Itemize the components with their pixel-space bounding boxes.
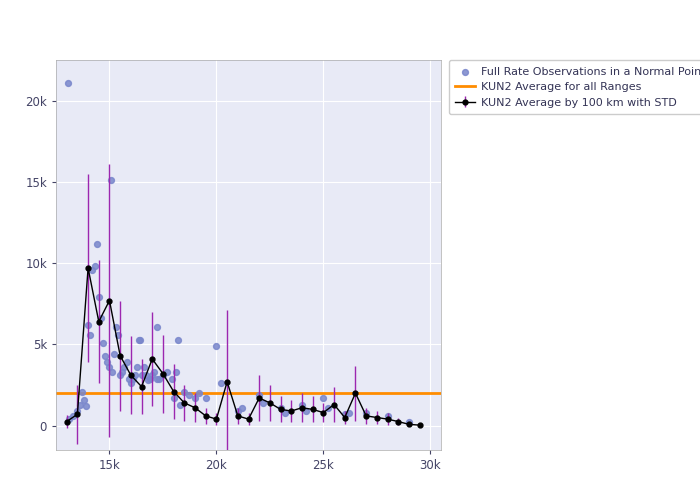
Full Rate Observations in a Normal Point bbox=[121, 358, 132, 366]
Full Rate Observations in a Normal Point bbox=[153, 374, 164, 382]
Full Rate Observations in a Normal Point bbox=[62, 78, 74, 87]
Full Rate Observations in a Normal Point bbox=[72, 407, 83, 415]
Full Rate Observations in a Normal Point bbox=[279, 408, 290, 416]
Full Rate Observations in a Normal Point bbox=[85, 330, 96, 338]
Full Rate Observations in a Normal Point bbox=[125, 380, 136, 388]
Full Rate Observations in a Normal Point bbox=[127, 374, 139, 382]
Full Rate Observations in a Normal Point bbox=[113, 330, 124, 338]
Full Rate Observations in a Normal Point bbox=[123, 374, 134, 382]
Full Rate Observations in a Normal Point bbox=[340, 410, 351, 418]
Full Rate Observations in a Normal Point bbox=[183, 391, 194, 399]
Full Rate Observations in a Normal Point bbox=[135, 336, 146, 344]
Full Rate Observations in a Normal Point bbox=[105, 176, 116, 184]
Full Rate Observations in a Normal Point bbox=[119, 363, 130, 371]
Full Rate Observations in a Normal Point bbox=[80, 402, 92, 410]
Full Rate Observations in a Normal Point bbox=[140, 371, 151, 379]
Full Rate Observations in a Normal Point bbox=[63, 415, 74, 423]
Full Rate Observations in a Normal Point bbox=[166, 374, 177, 382]
Full Rate Observations in a Normal Point bbox=[168, 394, 179, 402]
Full Rate Observations in a Normal Point bbox=[115, 371, 126, 379]
Full Rate Observations in a Normal Point bbox=[67, 412, 78, 420]
Legend: Full Rate Observations in a Normal Point, KUN2 Average for all Ranges, KUN2 Aver: Full Rate Observations in a Normal Point… bbox=[449, 60, 700, 114]
Full Rate Observations in a Normal Point bbox=[83, 321, 94, 329]
Full Rate Observations in a Normal Point bbox=[104, 363, 115, 371]
Full Rate Observations in a Normal Point bbox=[102, 358, 113, 366]
Full Rate Observations in a Normal Point bbox=[258, 399, 269, 407]
Full Rate Observations in a Normal Point bbox=[97, 339, 108, 347]
Full Rate Observations in a Normal Point bbox=[144, 374, 155, 382]
Full Rate Observations in a Normal Point bbox=[344, 408, 355, 416]
Full Rate Observations in a Normal Point bbox=[108, 350, 119, 358]
Full Rate Observations in a Normal Point bbox=[87, 266, 98, 274]
Full Rate Observations in a Normal Point bbox=[158, 371, 169, 379]
Full Rate Observations in a Normal Point bbox=[360, 408, 372, 416]
Full Rate Observations in a Normal Point bbox=[318, 394, 329, 402]
Full Rate Observations in a Normal Point bbox=[174, 400, 186, 408]
Full Rate Observations in a Normal Point bbox=[117, 368, 128, 376]
Full Rate Observations in a Normal Point bbox=[134, 336, 145, 344]
Full Rate Observations in a Normal Point bbox=[200, 394, 211, 402]
Full Rate Observations in a Normal Point bbox=[132, 363, 143, 371]
Full Rate Observations in a Normal Point bbox=[74, 400, 85, 408]
Full Rate Observations in a Normal Point bbox=[111, 322, 122, 330]
Full Rate Observations in a Normal Point bbox=[93, 293, 104, 301]
Full Rate Observations in a Normal Point bbox=[136, 371, 147, 379]
Full Rate Observations in a Normal Point bbox=[275, 404, 286, 412]
Full Rate Observations in a Normal Point bbox=[89, 262, 100, 270]
Full Rate Observations in a Normal Point bbox=[78, 396, 90, 404]
Full Rate Observations in a Normal Point bbox=[149, 368, 160, 376]
Full Rate Observations in a Normal Point bbox=[403, 418, 414, 426]
Full Rate Observations in a Normal Point bbox=[215, 380, 226, 388]
Full Rate Observations in a Normal Point bbox=[95, 314, 106, 322]
Full Rate Observations in a Normal Point bbox=[296, 400, 307, 408]
Full Rate Observations in a Normal Point bbox=[142, 376, 153, 384]
Full Rate Observations in a Normal Point bbox=[170, 368, 181, 376]
Full Rate Observations in a Normal Point bbox=[106, 368, 117, 376]
Full Rate Observations in a Normal Point bbox=[162, 368, 173, 376]
Full Rate Observations in a Normal Point bbox=[190, 394, 201, 402]
Full Rate Observations in a Normal Point bbox=[237, 404, 248, 412]
Full Rate Observations in a Normal Point bbox=[151, 322, 162, 330]
Full Rate Observations in a Normal Point bbox=[253, 391, 265, 399]
Full Rate Observations in a Normal Point bbox=[172, 336, 183, 344]
Full Rate Observations in a Normal Point bbox=[130, 371, 141, 379]
Full Rate Observations in a Normal Point bbox=[147, 371, 158, 379]
Full Rate Observations in a Normal Point bbox=[194, 389, 205, 397]
Full Rate Observations in a Normal Point bbox=[322, 404, 333, 412]
Full Rate Observations in a Normal Point bbox=[178, 388, 190, 396]
Full Rate Observations in a Normal Point bbox=[76, 388, 88, 396]
Full Rate Observations in a Normal Point bbox=[382, 412, 393, 420]
Full Rate Observations in a Normal Point bbox=[99, 352, 111, 360]
Full Rate Observations in a Normal Point bbox=[232, 407, 244, 415]
Full Rate Observations in a Normal Point bbox=[91, 240, 102, 248]
Full Rate Observations in a Normal Point bbox=[301, 407, 312, 415]
Full Rate Observations in a Normal Point bbox=[138, 363, 149, 371]
Full Rate Observations in a Normal Point bbox=[151, 374, 162, 382]
Full Rate Observations in a Normal Point bbox=[211, 342, 222, 350]
